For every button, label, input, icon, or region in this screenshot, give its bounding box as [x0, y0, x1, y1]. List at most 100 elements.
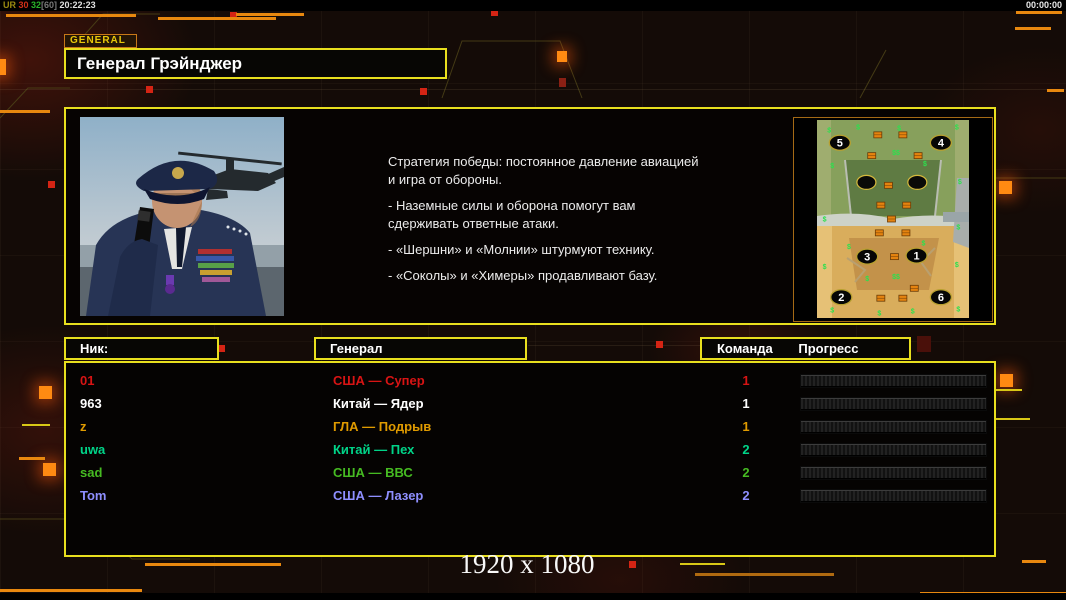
player-team: 2	[742, 442, 750, 457]
money-marker: $	[830, 308, 834, 315]
player-general: ГЛА — Подрыв	[333, 419, 432, 434]
player-nick: 963	[80, 396, 102, 411]
player-rows: 01 США — Супер 1 963 Китай — Ядер 1 z ГЛА — Под…	[66, 363, 994, 555]
decor-square	[557, 51, 567, 62]
money-marker: $	[956, 224, 960, 231]
decor-square	[43, 463, 56, 476]
player-row[interactable]: 963 Китай — Ядер 1	[66, 392, 994, 415]
decor-line	[1047, 89, 1064, 92]
player-row[interactable]: uwa Китай — Пех 2	[66, 438, 994, 461]
player-general: США — ВВС	[333, 465, 413, 480]
player-general: США — Лазер	[333, 488, 424, 503]
decor-line	[0, 110, 50, 113]
decor-line	[1015, 27, 1051, 30]
general-portrait-image	[80, 117, 284, 316]
match-timer: 00:00:00	[1025, 0, 1062, 10]
column-header-team-progress: Команда Прогресс	[700, 337, 911, 360]
map-preview: $ $ $ $ $$ $ $ $ $ $ $ $ $ $ $ $$ $ $ $ $1 2 3 4 5 6	[793, 117, 993, 322]
decor-line	[1022, 560, 1046, 563]
decor-line	[1016, 11, 1062, 14]
strategy-text: Стратегия победы: постоянное давление ав…	[388, 153, 733, 293]
column-header-nick-label: Ник:	[80, 341, 109, 356]
oil-spot-marker	[856, 174, 877, 190]
strategy-paragraph: - Наземные силы и оборона помогут вам сд…	[388, 198, 636, 231]
decor-square	[656, 341, 663, 348]
player-row[interactable]: 01 США — Супер 1	[66, 369, 994, 392]
decor-line	[19, 457, 45, 460]
strategy-paragraph: Стратегия победы: постоянное давление ав…	[388, 154, 699, 187]
decor-square	[629, 561, 636, 568]
progress-bar	[800, 489, 987, 503]
money-marker: $	[958, 179, 962, 186]
column-header-nick: Ник:	[64, 337, 219, 360]
strategy-paragraph: - «Шершни» и «Молнии» штурмуют технику.	[388, 242, 655, 257]
start-position-number: 2	[838, 292, 844, 304]
player-nick: sad	[80, 465, 103, 480]
status-bar: UR 30 32[60] 20:22:23 00:00:00	[0, 0, 1066, 11]
stat-value: 20:22:23	[59, 0, 96, 10]
column-header-general: Генерал	[314, 337, 527, 360]
general-name-box: Генерал Грэйнджер	[64, 48, 447, 79]
strategy-paragraph: - «Соколы» и «Химеры» продавливают базу.	[388, 268, 658, 283]
resolution-label: 1920 x 1080	[459, 549, 595, 579]
column-header-team-label: Команда	[717, 341, 773, 356]
general-info-panel: Стратегия победы: постоянное давление ав…	[64, 107, 996, 325]
bottom-letterbox	[0, 593, 1066, 600]
start-position-marker	[828, 134, 851, 151]
oil-spot-marker	[907, 174, 928, 190]
start-position-number: 6	[938, 292, 944, 304]
progress-bar	[800, 374, 987, 388]
player-row[interactable]: Tom США — Лазер 2	[66, 484, 994, 507]
player-nick: 01	[80, 373, 95, 388]
start-position-number: 1	[913, 250, 919, 262]
general-portrait	[80, 117, 284, 316]
decor-line	[0, 589, 142, 592]
players-panel: 01 США — Супер 1 963 Китай — Ядер 1 z ГЛА — Под…	[64, 361, 996, 557]
money-marker: $	[877, 311, 881, 318]
start-position-marker	[929, 289, 953, 306]
helicopter-silhouette	[178, 151, 284, 200]
general-tab-text: GENERAL	[70, 35, 126, 46]
stat-value: 30	[18, 0, 32, 10]
decor-square	[999, 181, 1012, 194]
money-marker: $	[823, 264, 827, 271]
progress-bar	[800, 397, 987, 411]
start-position-marker	[905, 247, 928, 264]
start-position-marker	[830, 289, 853, 306]
decor-square	[1000, 374, 1013, 387]
decor-square	[39, 386, 52, 399]
start-position-marker	[929, 134, 953, 151]
money-marker: $$	[892, 274, 900, 281]
progress-bar	[800, 466, 987, 480]
decor-line	[988, 418, 1030, 420]
money-marker: $$	[892, 150, 900, 157]
decor-line	[988, 389, 1022, 391]
decor-line	[158, 17, 276, 20]
start-position-number: 5	[837, 138, 843, 150]
decor-square	[420, 88, 427, 95]
player-row[interactable]: sad США — ВВС 2	[66, 461, 994, 484]
player-general: Китай — Ядер	[333, 396, 424, 411]
stat-value: 32	[31, 0, 42, 10]
player-team: 2	[742, 488, 750, 503]
money-marker: $	[827, 127, 831, 134]
player-row[interactable]: z ГЛА — Подрыв 1	[66, 415, 994, 438]
perf-stats: UR 30 32[60] 20:22:23	[3, 0, 96, 11]
start-position-marker	[856, 248, 879, 265]
player-general: Китай — Пех	[333, 442, 415, 457]
player-nick: z	[80, 419, 87, 434]
page-title: Генерал Грэйнджер	[77, 54, 243, 73]
player-team: 1	[742, 419, 750, 434]
money-marker: $	[865, 276, 869, 283]
money-marker: $	[897, 125, 901, 132]
decor-square	[917, 336, 931, 352]
start-position-number: 3	[864, 251, 870, 263]
money-marker: $	[830, 163, 834, 170]
column-header-general-label: Генерал	[330, 341, 383, 356]
decor-line	[236, 13, 304, 16]
decor-square	[230, 12, 237, 19]
player-team: 1	[742, 396, 750, 411]
money-marker: $	[956, 307, 960, 314]
